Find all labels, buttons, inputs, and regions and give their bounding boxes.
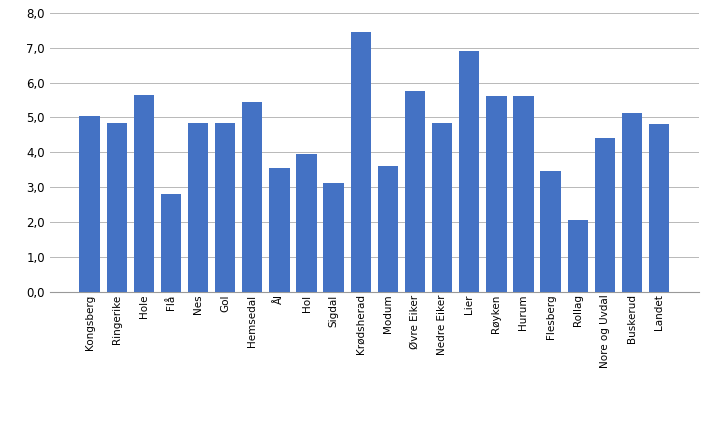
Bar (270, 168, 289, 292)
Bar (79, 116, 100, 292)
Bar (215, 123, 235, 292)
Bar (106, 123, 127, 292)
Bar (432, 123, 452, 292)
Bar (242, 102, 262, 292)
Bar (595, 138, 615, 292)
Bar (513, 96, 533, 292)
Bar (405, 91, 425, 292)
Bar (324, 183, 344, 292)
Bar (649, 124, 670, 292)
Bar (486, 96, 506, 292)
Bar (160, 194, 181, 292)
Bar (351, 32, 371, 292)
Bar (568, 220, 588, 292)
Bar (188, 123, 208, 292)
Bar (297, 154, 317, 292)
Bar (622, 113, 642, 292)
Bar (459, 51, 479, 292)
Bar (133, 95, 154, 292)
Bar (378, 166, 398, 292)
Bar (540, 172, 560, 292)
